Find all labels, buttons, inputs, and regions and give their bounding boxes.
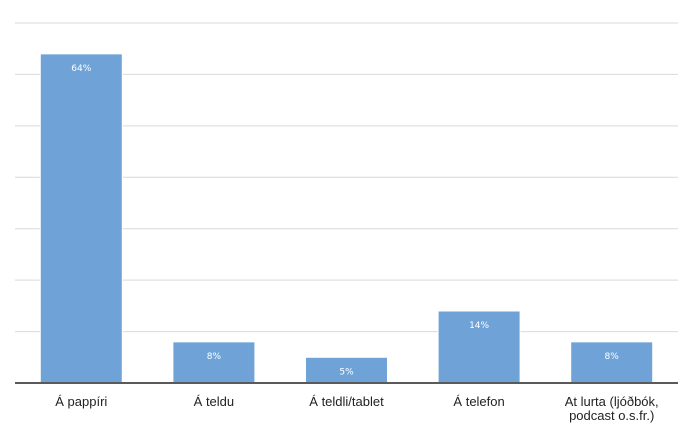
x-tick-label: Á telefon (453, 394, 504, 409)
data-labels: 64% 8% 5% 14% 8% (71, 64, 619, 377)
data-label: 8% (207, 352, 222, 362)
data-label: 14% (469, 321, 489, 331)
data-label: 5% (339, 367, 354, 377)
x-tick-label: Á teldli/tablet (309, 394, 384, 409)
bar (39, 53, 123, 384)
x-tick-labels: Á pappíri Á teldu Á teldli/tablet Á telefon… (55, 394, 658, 423)
x-tick-label-line: podcast o.s.fr.) (569, 408, 654, 423)
x-tick-label-line: At lurta (ljóðbók, (565, 394, 659, 409)
bar (437, 310, 521, 384)
bar (570, 341, 654, 384)
bars (39, 53, 654, 384)
x-tick-label: Á teldu (194, 394, 234, 409)
x-tick-label-line: Á pappíri (55, 394, 107, 409)
x-tick-label-line: Á telefon (453, 394, 504, 409)
x-tick-label-line: Á teldli/tablet (309, 394, 384, 409)
gridlines (15, 22, 678, 333)
bar (172, 341, 256, 384)
x-tick-label-line: Á teldu (194, 394, 234, 409)
data-label: 8% (605, 352, 620, 362)
x-tick-label: At lurta (ljóðbók, podcast o.s.fr.) (565, 394, 659, 423)
data-label: 64% (71, 64, 91, 74)
x-tick-label: Á pappíri (55, 394, 107, 409)
